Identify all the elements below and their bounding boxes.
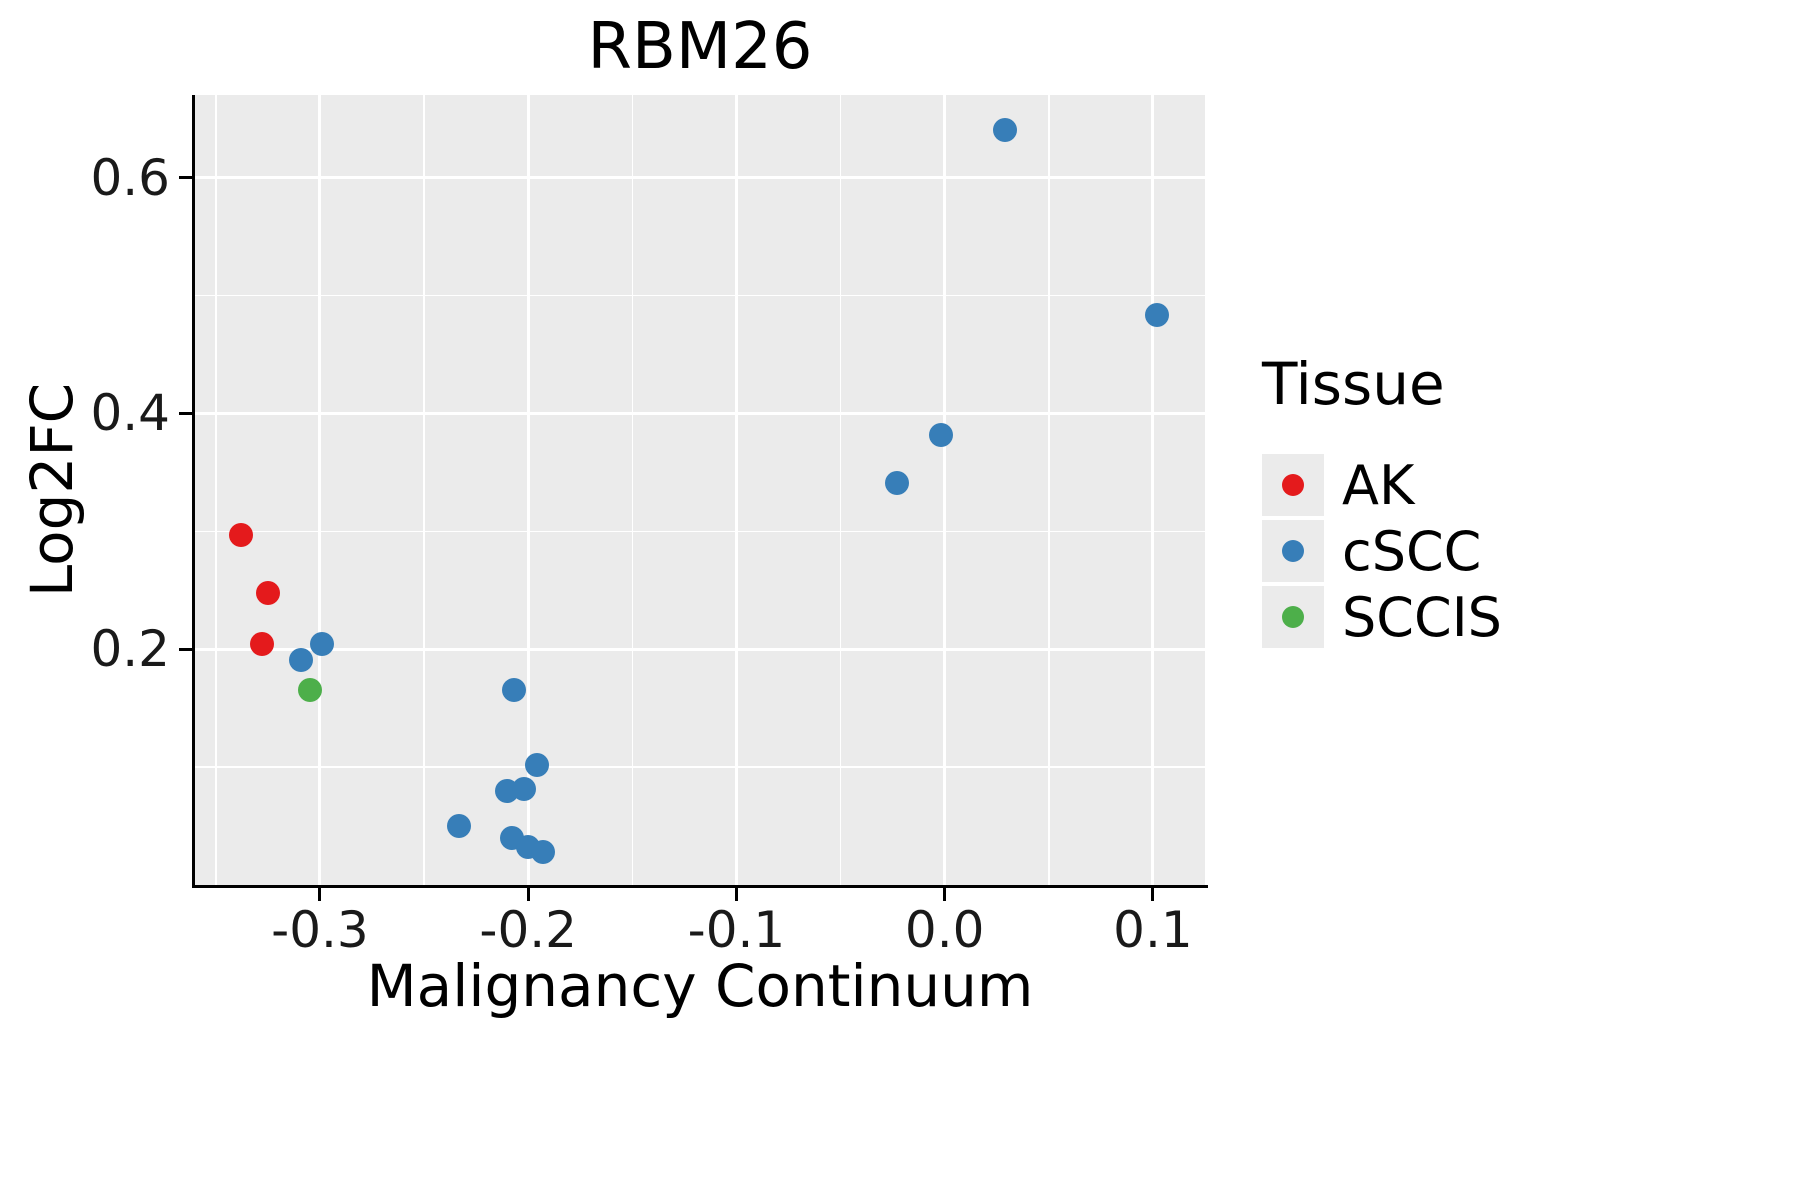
x-tick-mark (943, 888, 947, 901)
legend-entry: SCCIS (1262, 584, 1502, 650)
legend-key (1262, 454, 1324, 516)
y-tick-label: 0.6 (90, 148, 170, 207)
x-tick-label: 0.1 (1113, 901, 1193, 959)
x-axis-label: Malignancy Continuum (366, 952, 1034, 1020)
legend-entry: AK (1262, 452, 1502, 518)
major-gridline-horizontal (195, 647, 1205, 651)
data-point-cscc (928, 422, 953, 447)
data-point-cscc (530, 839, 555, 864)
data-point-cscc (884, 470, 909, 495)
x-tick-mark (526, 888, 530, 901)
major-gridline-vertical (734, 95, 738, 885)
plot-title: RBM26 (587, 10, 813, 84)
data-point-cscc (524, 752, 549, 777)
legend: Tissue AK cSCC SCCIS (1262, 350, 1502, 650)
y-tick-label: 0.4 (90, 384, 170, 443)
x-tick-label: -0.2 (479, 901, 577, 959)
data-point-ak (249, 632, 274, 657)
minor-gridline-horizontal (195, 294, 1205, 297)
plot-panel (195, 95, 1205, 885)
data-point-cscc (1145, 303, 1170, 328)
legend-dot-sccis (1282, 606, 1304, 628)
data-point-ak (255, 580, 280, 605)
data-point-cscc (289, 647, 314, 672)
y-tick-mark (179, 411, 192, 415)
x-tick-label: 0.0 (904, 901, 985, 959)
legend-entry-label: SCCIS (1342, 585, 1502, 649)
minor-gridline-vertical (1048, 95, 1050, 885)
data-point-cscc (993, 118, 1018, 143)
major-gridline-horizontal (195, 411, 1205, 415)
minor-gridline-vertical (215, 95, 217, 885)
x-tick-mark (734, 888, 738, 901)
major-gridline-vertical (526, 95, 530, 885)
y-tick-mark (179, 176, 192, 180)
data-point-sccis (297, 678, 322, 703)
x-axis-line (192, 885, 1208, 888)
legend-dot-cscc (1282, 540, 1304, 562)
data-point-ak (228, 522, 253, 547)
minor-gridline-horizontal (195, 530, 1205, 533)
y-tick-label: 0.2 (90, 620, 170, 679)
minor-gridline-vertical (631, 95, 634, 885)
major-gridline-vertical (1151, 95, 1155, 885)
legend-dot-ak (1282, 474, 1304, 496)
data-point-cscc (447, 814, 472, 839)
data-point-cscc (512, 777, 537, 802)
data-point-cscc (501, 678, 526, 703)
x-tick-label: -0.1 (687, 901, 786, 959)
minor-gridline-horizontal (195, 766, 1205, 768)
major-gridline-horizontal (195, 176, 1205, 180)
y-axis-line (192, 95, 195, 888)
legend-entry-label: cSCC (1342, 519, 1482, 583)
major-gridline-vertical (943, 95, 947, 885)
legend-entries: AK cSCC SCCIS (1262, 452, 1502, 650)
legend-key (1262, 520, 1324, 582)
legend-entry-label: AK (1342, 453, 1415, 517)
major-gridline-vertical (318, 95, 322, 885)
x-tick-label: -0.3 (271, 901, 369, 959)
legend-title: Tissue (1262, 350, 1445, 418)
x-tick-mark (318, 888, 322, 901)
x-tick-mark (1151, 888, 1155, 901)
minor-gridline-vertical (839, 95, 842, 885)
data-point-cscc (310, 632, 335, 657)
legend-key (1262, 586, 1324, 648)
legend-entry: cSCC (1262, 518, 1502, 584)
y-tick-mark (179, 647, 192, 651)
minor-gridline-vertical (423, 95, 425, 885)
